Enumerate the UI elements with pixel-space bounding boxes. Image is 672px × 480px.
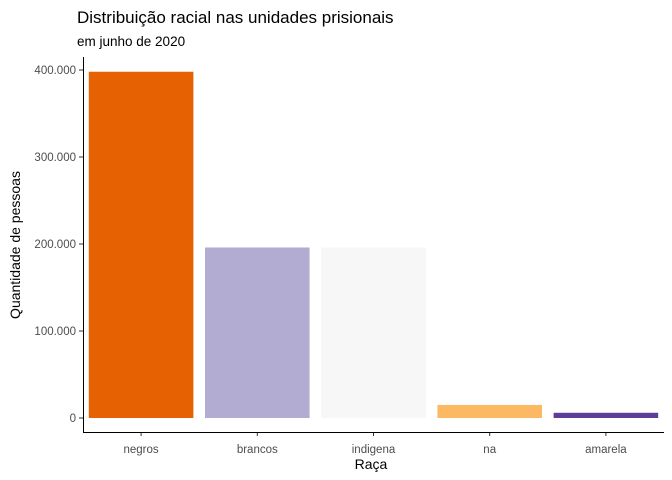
y-axis-title: Quantidade de pessoas: [7, 171, 23, 319]
x-tick-label: na: [483, 444, 496, 456]
bar-negros: [88, 71, 194, 419]
x-axis-ticks: negros brancos indigena na amarela: [124, 432, 627, 456]
y-tick-label: 400.000: [34, 65, 76, 77]
bar-brancos: [205, 247, 310, 418]
y-tick-label: 200.000: [34, 239, 76, 251]
bars-group: [88, 71, 659, 419]
y-tick-label: 0: [70, 413, 76, 425]
x-tick-label: negros: [124, 444, 159, 456]
bar-indigena: [321, 247, 426, 418]
bar-na: [437, 404, 542, 418]
x-tick-label: brancos: [237, 444, 278, 456]
y-tick-label: 300.000: [34, 152, 76, 164]
x-tick-label: amarela: [585, 444, 627, 456]
y-tick-label: 100.000: [34, 326, 76, 338]
chart-title: Distribuição racial nas unidades prision…: [77, 8, 394, 27]
x-axis-title: Raça: [355, 456, 388, 472]
y-axis-ticks: 0 100.000 200.000 300.000 400.000: [34, 65, 83, 425]
chart-subtitle: em junho de 2020: [77, 34, 185, 49]
x-tick-label: indigena: [352, 444, 396, 456]
bar-amarela: [553, 412, 659, 418]
